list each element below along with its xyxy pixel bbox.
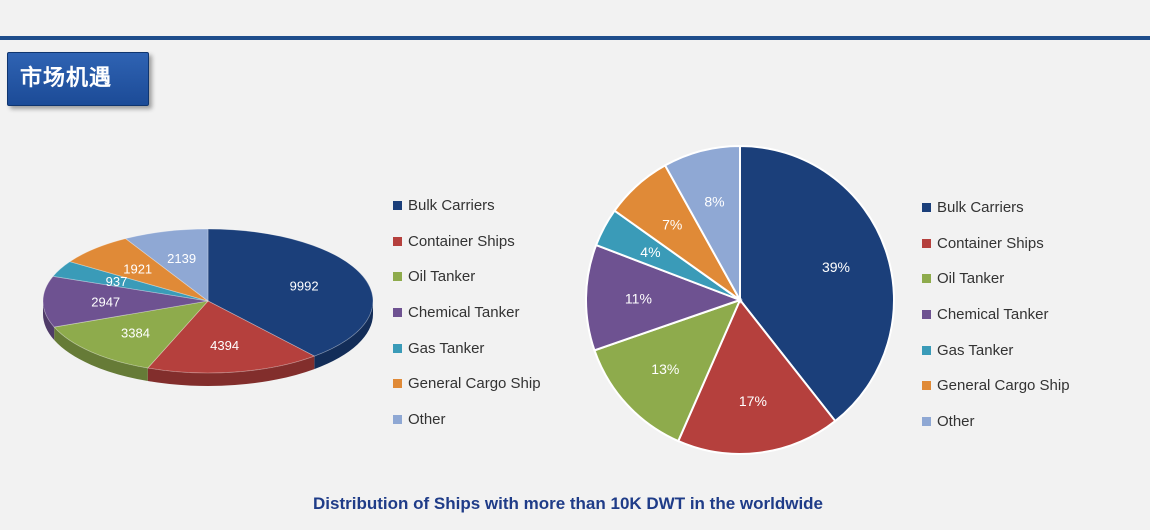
legend-left-label: Oil Tanker: [408, 268, 476, 286]
pie3d-slice-bulk-carriers: [207, 228, 374, 357]
pie-label-oil-tanker: 13%: [651, 361, 679, 377]
legend-right-item-container-ships: Container Ships: [922, 226, 1070, 262]
legend-right: Bulk Carriers Container Ships Oil Tanker Ch…: [922, 190, 1070, 439]
legend-right-swatch: [922, 381, 931, 391]
section-title: 市场机遇: [7, 52, 149, 106]
chart-caption: Distribution of Ships with more than 10K…: [313, 494, 823, 513]
pie3d-side-bulk-carriers: [314, 301, 373, 370]
legend-right-item-gas-tanker: Gas Tanker: [922, 332, 1070, 368]
legend-left-item-bulk-carriers: Bulk Carriers: [393, 188, 541, 224]
legend-left-label: Other: [408, 410, 446, 428]
legend-left-label: Container Ships: [408, 232, 515, 250]
legend-left-swatch: [393, 201, 402, 211]
legend-right-item-other: Other: [922, 404, 1070, 440]
pie-label-chemical-tanker: 11%: [625, 290, 652, 306]
pie3d-slice-general-cargo-ship: [68, 238, 209, 302]
legend-left-item-oil-tanker: Oil Tanker: [393, 259, 541, 295]
pie-slice-bulk-carriers: [739, 144, 895, 423]
header-rule: [0, 36, 1150, 40]
pie3d-slice-other: [124, 228, 209, 302]
pie3d-side-oil-tanker: [54, 327, 148, 382]
legend-left-item-chemical-tanker: Chemical Tanker: [393, 295, 541, 331]
legend-left-label: General Cargo Ship: [408, 375, 541, 393]
legend-right-label: General Cargo Ship: [937, 377, 1070, 395]
pie3d-label-gas-tanker: 937: [106, 274, 128, 289]
legend-left-item-container-ships: Container Ships: [393, 224, 541, 260]
legend-right-label: Chemical Tanker: [937, 306, 1049, 324]
pie-slice-container-ships: [676, 298, 837, 455]
pie-slice-other: [663, 144, 741, 304]
legend-right-item-general-cargo-ship: General Cargo Ship: [922, 368, 1070, 404]
pie-label-other: 8%: [704, 194, 724, 210]
pie3d-label-general-cargo-ship: 1921: [123, 262, 152, 277]
legend-right-swatch: [922, 310, 931, 320]
pie-slice-chemical-tanker: [585, 243, 743, 352]
legend-left-swatch: [393, 272, 402, 282]
pie3d-side-chemical-tanker: [43, 301, 55, 341]
pie3d-slice-gas-tanker: [52, 261, 209, 302]
legend-left-label: Gas Tanker: [408, 339, 485, 357]
pie-label-bulk-carriers: 39%: [822, 259, 850, 275]
legend-right-label: Bulk Carriers: [937, 199, 1024, 217]
legend-left-swatch: [393, 236, 402, 246]
legend-right-label: Container Ships: [937, 234, 1044, 252]
pie-label-gas-tanker: 4%: [640, 244, 660, 260]
pie3d-label-container-ships: 4394: [210, 338, 239, 353]
legend-left-label: Bulk Carriers: [408, 197, 495, 215]
legend-right-label: Gas Tanker: [937, 341, 1014, 359]
legend-right-swatch: [922, 203, 931, 213]
pie3d-label-chemical-tanker: 2947: [91, 295, 120, 310]
legend-right-label: Other: [937, 412, 975, 430]
legend-left-item-gas-tanker: Gas Tanker: [393, 330, 541, 366]
legend-left-swatch: [393, 379, 402, 389]
pie3d-slice-container-ships: [146, 300, 316, 374]
legend-right-swatch: [922, 345, 931, 355]
pie3d-slice-oil-tanker: [53, 300, 210, 369]
pie3d-label-other: 2139: [167, 251, 196, 266]
legend-right-swatch: [922, 238, 931, 248]
legend-left-label: Chemical Tanker: [408, 304, 520, 322]
legend-left-swatch: [393, 343, 402, 353]
legend-left-item-other: Other: [393, 402, 541, 438]
legend-right-label: Oil Tanker: [937, 270, 1005, 288]
legend-right-item-chemical-tanker: Chemical Tanker: [922, 297, 1070, 333]
legend-left: Bulk Carriers Container Ships Oil Tanker Ch…: [393, 188, 541, 437]
legend-right-item-oil-tanker: Oil Tanker: [922, 261, 1070, 297]
legend-right-swatch: [922, 416, 931, 426]
pie-label-container-ships: 17%: [739, 393, 767, 409]
pie-slice-oil-tanker: [593, 298, 742, 443]
pie3d-slice-chemical-tanker: [42, 275, 209, 328]
legend-right-item-bulk-carriers: Bulk Carriers: [922, 190, 1070, 226]
legend-left-swatch: [393, 308, 402, 318]
legend-left-swatch: [393, 414, 402, 424]
pie3d-label-oil-tanker: 3384: [121, 326, 150, 341]
legend-right-swatch: [922, 274, 931, 284]
pie-label-general-cargo-ship: 7%: [662, 216, 682, 232]
pie3d-side-container-ships: [147, 356, 315, 387]
pie3d-label-bulk-carriers: 9992: [290, 279, 319, 294]
legend-left-item-general-cargo-ship: General Cargo Ship: [393, 366, 541, 402]
